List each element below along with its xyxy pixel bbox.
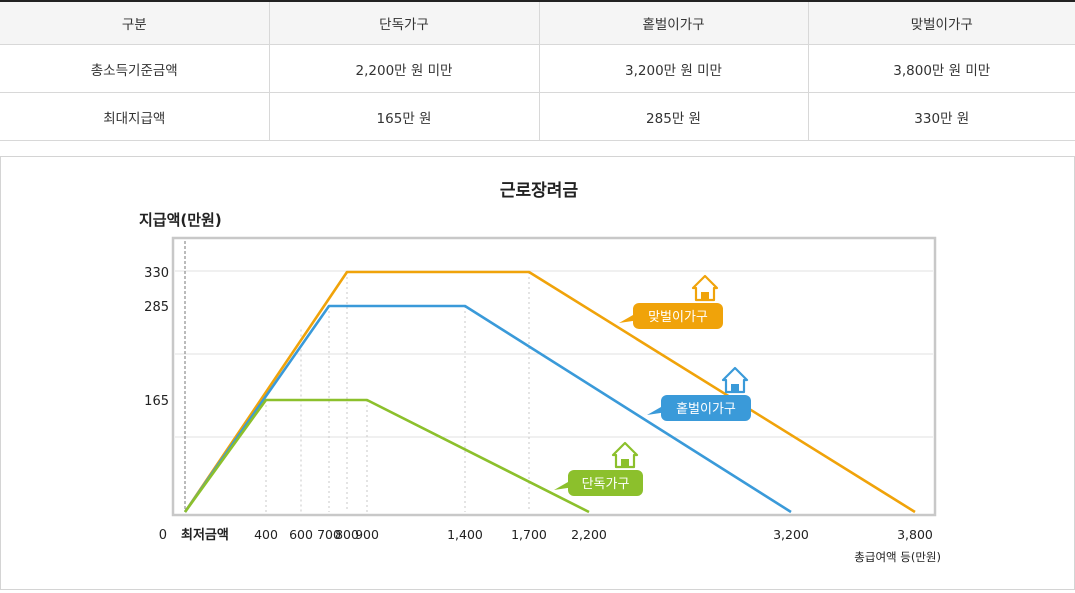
x-tick-label: 900	[355, 527, 379, 542]
x-min-label: 최저금액	[181, 528, 229, 543]
chart-container: 근로장려금 지급액(만원) 0 165 285 330 400 600 700 800 900…	[0, 156, 1075, 590]
house-icon	[691, 274, 719, 302]
x-tick-label: 800	[335, 527, 359, 542]
series-badge: 단독가구	[554, 441, 643, 496]
x-tick-label: 3,800	[897, 527, 933, 542]
badge-label: 홑벌이가구	[676, 402, 736, 417]
x-tick-label: 1,400	[447, 527, 483, 542]
chart-title: 근로장려금	[500, 181, 579, 201]
x-tick-label: 400	[254, 527, 278, 542]
cell-single-max: 165만 원	[268, 92, 540, 141]
table-row: 최대지급액 165만 원 285만 원 330만 원	[0, 92, 1075, 141]
y-tick-label: 0	[159, 528, 167, 543]
series-line	[183, 398, 590, 514]
y-tick-labels: 0 165 285 330	[144, 266, 169, 543]
x-tick-label: 600	[289, 527, 313, 542]
header-single-household: 단독가구	[268, 1, 540, 45]
header-single-earner-household: 홑벌이가구	[538, 1, 809, 45]
badge-background	[633, 303, 723, 329]
cell-single-income: 2,200만 원 미만	[268, 44, 540, 93]
house-icon	[721, 366, 749, 394]
grid-lines	[175, 270, 933, 438]
header-dual-earner-household: 맞벌이가구	[807, 1, 1075, 45]
cell-single-earner-income: 3,200만 원 미만	[538, 44, 809, 93]
series-line	[183, 304, 792, 514]
x-guide-lines	[265, 272, 530, 512]
x-tick-label: 700	[317, 527, 341, 542]
y-tick-label: 330	[144, 266, 169, 281]
x-tick-label: 3,200	[773, 527, 809, 542]
badge-background	[661, 395, 751, 421]
cell-dual-earner-income: 3,800만 원 미만	[807, 44, 1075, 93]
badge-label: 맞벌이가구	[648, 310, 708, 325]
series-badge: 홑벌이가구	[647, 366, 751, 421]
row-label-income-threshold: 총소득기준금액	[0, 44, 270, 93]
plot-frame	[171, 236, 937, 517]
table-header-row: 구분 단독가구 홑벌이가구 맞벌이가구	[0, 1, 1075, 45]
x-axis-label: 총급여액 등(만원)	[854, 550, 941, 564]
y-tick-label: 285	[144, 300, 169, 315]
y-tick-label: 165	[144, 394, 169, 409]
series-lines	[183, 270, 916, 514]
row-label-max-payment: 최대지급액	[0, 92, 270, 141]
earned-income-tax-credit-chart: 근로장려금 지급액(만원) 0 165 285 330 400 600 700800900…	[139, 181, 941, 564]
x-tick-label: 1,700	[511, 527, 547, 542]
table-row: 총소득기준금액 2,200만 원 미만 3,200만 원 미만 3,800만 원…	[0, 44, 1075, 93]
house-icon	[611, 441, 639, 469]
eligibility-table: 구분 단독가구 홑벌이가구 맞벌이가구 총소득기준금액 2,200만 원 미만 …	[0, 0, 1075, 141]
y-axis-label: 지급액(만원)	[139, 211, 222, 229]
cell-single-earner-max: 285만 원	[538, 92, 809, 141]
header-category: 구분	[0, 1, 270, 45]
x-tick-label: 2,200	[571, 527, 607, 542]
badge-label: 단독가구	[582, 477, 630, 492]
badge-background	[568, 470, 643, 496]
series-line	[183, 270, 916, 514]
cell-dual-earner-max: 330만 원	[807, 92, 1075, 141]
series-badge: 맞벌이가구	[619, 274, 723, 329]
